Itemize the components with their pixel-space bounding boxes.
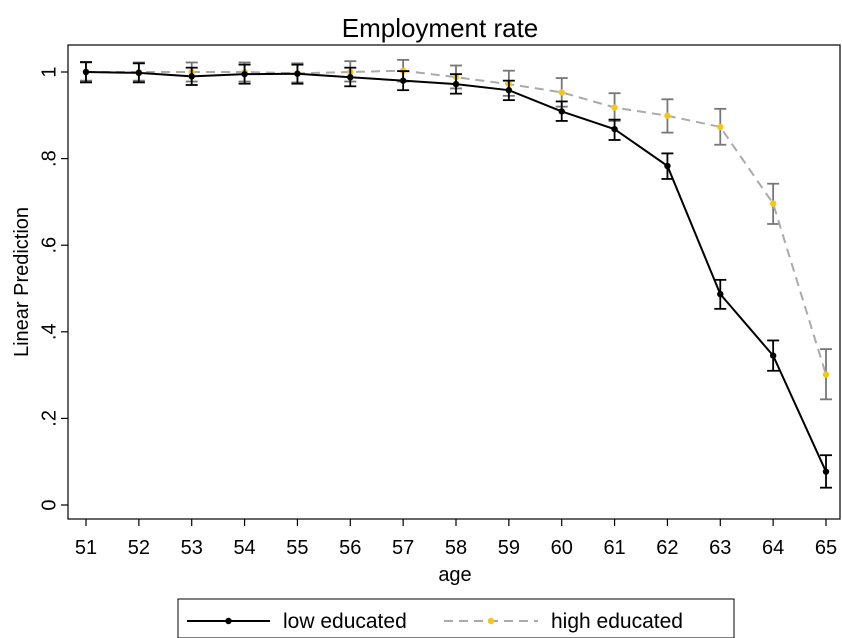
y-axis-label: Linear Prediction (11, 207, 33, 357)
series-low-educated (80, 61, 832, 489)
data-point (241, 70, 248, 78)
x-tick-label: 58 (445, 537, 467, 559)
data-point (188, 73, 195, 80)
data-point (611, 125, 618, 133)
data-point (664, 162, 671, 170)
legend-box (177, 598, 735, 638)
x-tick-label: 64 (762, 537, 784, 559)
data-point (558, 108, 565, 115)
data-point (822, 468, 830, 475)
x-tick-label: 65 (815, 537, 837, 559)
legend-items: low educated high educated (187, 610, 683, 633)
chart-title: Employment rate (342, 13, 539, 43)
data-point (769, 352, 777, 359)
data-point (452, 80, 460, 88)
y-tick-label: 0 (38, 499, 60, 510)
data-point (399, 77, 407, 84)
x-tick-label: 62 (656, 537, 678, 559)
plot-frame (67, 44, 841, 520)
legend-item-low-educated: low educated (187, 610, 407, 633)
x-tick-label: 54 (233, 537, 255, 559)
x-tick-label: 60 (551, 537, 573, 559)
x-tick-label: 61 (603, 537, 625, 559)
y-tick-label: .4 (38, 323, 60, 340)
data-point (611, 104, 618, 111)
series-line (86, 69, 827, 375)
legend-label: high educated (551, 610, 683, 633)
series-line (85, 71, 827, 473)
legend: low educated high educated (177, 598, 735, 638)
x-tick-label: 53 (181, 537, 203, 559)
legend-label: low educated (283, 610, 407, 633)
x-tick-label: 55 (286, 537, 308, 559)
x-tick-label: 63 (709, 537, 731, 559)
y-tick-label: .2 (38, 410, 60, 427)
data-point (135, 69, 143, 77)
series-high-educated (80, 58, 832, 401)
legend-marker (487, 617, 495, 625)
data-point (294, 70, 301, 77)
data-point (769, 200, 777, 207)
data-point (664, 112, 671, 119)
legend-item-high-educated: high educated (444, 610, 683, 633)
data-point (82, 68, 90, 76)
series-layer (80, 58, 832, 489)
data-point (505, 86, 513, 94)
x-tick-label: 51 (75, 537, 97, 559)
data-point (717, 290, 724, 298)
x-axis: 51 52 53 54 55 56 57 58 59 60 61 62 63 64 65 (75, 519, 837, 559)
x-tick-label: 57 (392, 537, 414, 559)
y-tick-label: .8 (38, 150, 60, 167)
data-point (717, 123, 724, 131)
data-point (822, 371, 830, 378)
x-tick-label: 56 (339, 537, 361, 559)
x-axis-label: age (438, 564, 471, 586)
data-point (347, 73, 354, 81)
y-tick-label: .6 (38, 237, 60, 254)
legend-marker (225, 617, 232, 625)
x-tick-label: 59 (498, 537, 520, 559)
y-tick-label: 1 (38, 66, 60, 77)
y-axis: 0 .2 .4 .6 .8 1 (38, 66, 68, 511)
data-point (558, 89, 565, 96)
x-tick-label: 52 (128, 537, 150, 559)
